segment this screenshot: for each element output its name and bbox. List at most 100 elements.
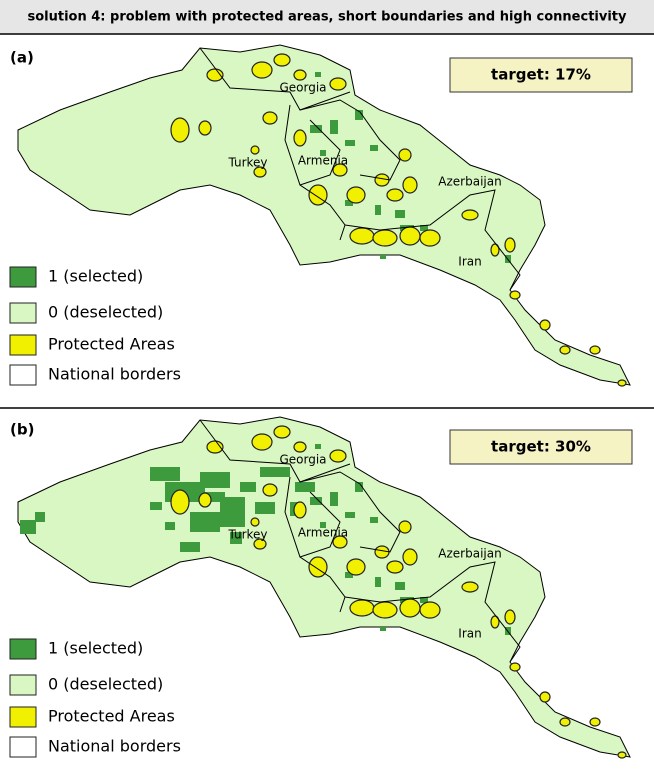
protected-area	[461, 209, 479, 221]
selected-unit	[395, 210, 405, 218]
legend-label: Protected Areas	[48, 707, 175, 726]
national-border	[299, 471, 401, 553]
protected-area	[250, 145, 260, 155]
selected-unit	[370, 145, 378, 151]
protected-area	[206, 440, 224, 454]
selected-unit	[315, 444, 321, 449]
protected-area	[419, 229, 441, 247]
selected-unit	[150, 502, 162, 510]
country-label: Armenia	[298, 526, 348, 540]
legend-label: 1 (selected)	[48, 639, 143, 658]
protected-area	[206, 68, 224, 82]
protected-area	[399, 598, 421, 618]
target-box	[449, 429, 633, 465]
selected-unit	[380, 627, 386, 631]
protected-area	[559, 345, 571, 355]
protected-area	[293, 441, 307, 453]
protected-area	[198, 120, 212, 136]
country-label: Georgia	[279, 453, 326, 467]
country-label: Armenia	[298, 154, 348, 168]
selected-unit	[345, 140, 355, 146]
protected-area	[251, 433, 273, 451]
selected-unit	[180, 542, 200, 552]
protected-area	[273, 425, 291, 439]
selected-unit	[150, 467, 180, 481]
protected-area	[253, 166, 267, 178]
protected-area	[386, 560, 404, 574]
protected-area	[419, 601, 441, 619]
country-label: Turkey	[227, 156, 267, 170]
legend-label: 0 (deselected)	[48, 675, 163, 694]
protected-area	[308, 556, 328, 578]
protected-area	[251, 61, 273, 79]
selected-unit	[20, 520, 36, 534]
protected-area	[374, 545, 390, 559]
legend-label: 0 (deselected)	[48, 303, 163, 322]
protected-area	[349, 227, 375, 245]
legend-swatch	[9, 736, 37, 758]
protected-area	[402, 176, 418, 194]
protected-area	[329, 77, 347, 91]
national-border	[284, 476, 346, 613]
protected-area	[308, 184, 328, 206]
selected-unit	[205, 492, 225, 502]
national-border	[299, 491, 341, 558]
protected-area	[332, 535, 348, 549]
selected-unit	[375, 205, 381, 215]
header-bar	[0, 0, 654, 34]
legend-swatch	[9, 302, 37, 324]
protected-area	[509, 290, 521, 300]
legend-label: 1 (selected)	[48, 267, 143, 286]
protected-area	[399, 226, 421, 246]
legend-swatch	[9, 638, 37, 660]
target-box	[449, 57, 633, 93]
protected-area	[490, 615, 500, 629]
protected-area	[461, 581, 479, 593]
protected-area	[250, 517, 260, 527]
selected-unit	[190, 512, 220, 532]
protected-area	[262, 111, 278, 125]
protected-area	[386, 188, 404, 202]
national-border	[344, 561, 521, 663]
country-label: Azerbaijan	[438, 175, 501, 189]
selected-unit	[420, 225, 428, 231]
panel: (a) Georgia Turkey Armenia Azerbaijan Iran tar…	[9, 44, 633, 387]
protected-area	[346, 186, 366, 204]
selected-unit	[320, 522, 326, 528]
selected-unit	[375, 577, 381, 587]
legend-swatch	[9, 364, 37, 386]
protected-area	[539, 691, 551, 703]
selected-unit	[310, 497, 322, 505]
national-border	[344, 189, 521, 291]
protected-area	[374, 173, 390, 187]
protected-area	[372, 601, 398, 619]
legend-swatch	[9, 266, 37, 288]
national-border	[284, 104, 346, 241]
selected-unit	[320, 150, 326, 156]
selected-unit	[230, 532, 242, 544]
selected-unit	[255, 502, 275, 514]
selected-unit	[240, 482, 256, 492]
selected-unit	[330, 492, 338, 506]
selected-unit	[315, 72, 321, 77]
national-border	[299, 119, 341, 186]
selected-unit	[420, 597, 428, 603]
protected-area	[329, 449, 347, 463]
protected-area	[617, 379, 627, 387]
legend-swatch	[9, 334, 37, 356]
country-label: Iran	[458, 255, 481, 269]
protected-area	[293, 501, 307, 519]
country-label: Turkey	[227, 528, 267, 542]
selected-unit	[330, 120, 338, 134]
protected-area	[504, 609, 516, 625]
protected-area	[293, 69, 307, 81]
target-label: target: 30%	[491, 438, 591, 456]
national-border	[299, 99, 401, 181]
selected-unit	[345, 512, 355, 518]
title: solution 4: problem with protected areas…	[28, 10, 628, 25]
protected-area	[372, 229, 398, 247]
national-border	[199, 419, 351, 483]
legend-label: National borders	[48, 737, 181, 756]
protected-area	[490, 243, 500, 257]
